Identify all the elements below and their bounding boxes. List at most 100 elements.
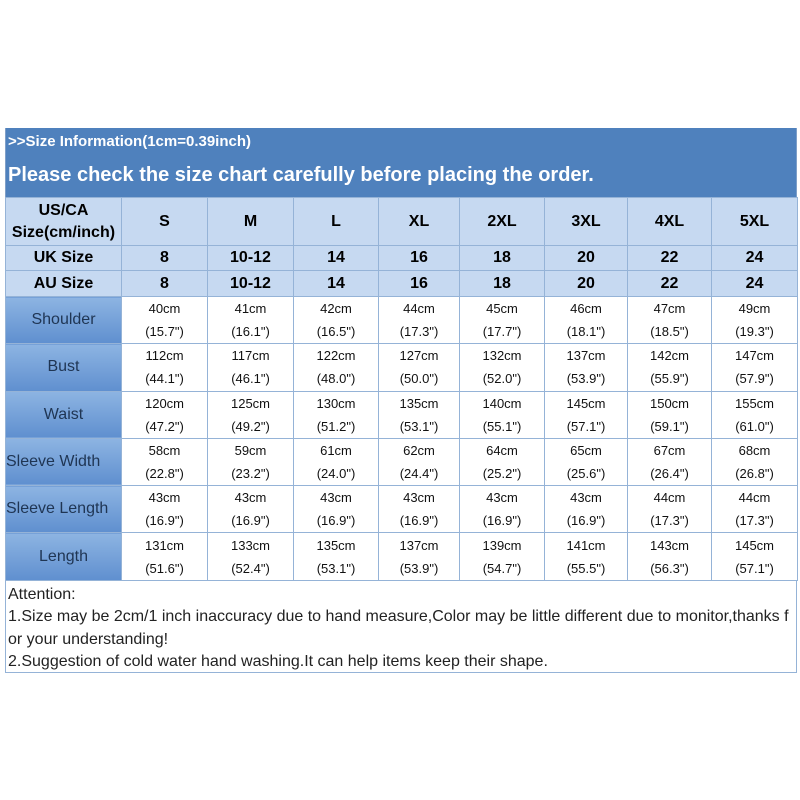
cell-line: 44cm bbox=[738, 490, 771, 506]
cell-line: 140cm bbox=[482, 395, 522, 411]
cell-line: (53.1") bbox=[399, 418, 439, 434]
measure-cell: 49cm (19.3") bbox=[711, 295, 798, 345]
measure-label: Shoulder bbox=[5, 295, 122, 345]
cell-line: 155cm bbox=[734, 395, 775, 411]
measure-cell: 117cm (46.1") bbox=[207, 343, 294, 392]
cell-line: 43cm bbox=[486, 490, 518, 506]
cell-line: (18.5") bbox=[650, 324, 689, 340]
cell-line: (18.1") bbox=[566, 324, 606, 340]
cell-line: 41cm bbox=[234, 301, 267, 317]
cell-line: 58cm bbox=[148, 443, 181, 459]
cell-line: (50.0") bbox=[399, 371, 439, 387]
uk-cell: 10-12 bbox=[207, 245, 294, 271]
size-cell: XL bbox=[378, 197, 460, 246]
size-chart: >>Size Information(1cm=0.39inch) Please … bbox=[5, 128, 798, 673]
cell-line: 42cm bbox=[320, 301, 352, 317]
measure-label: Sleeve Width bbox=[5, 437, 122, 487]
measure-cell: 147cm (57.9") bbox=[711, 343, 798, 392]
measure-cell: 40cm (15.7") bbox=[121, 295, 208, 345]
cell-line: 147cm bbox=[734, 348, 775, 364]
measure-cell: 61cm (24.0") bbox=[293, 437, 379, 487]
cell-line: 141cm bbox=[566, 537, 606, 553]
measure-cell: 135cm (53.1") bbox=[378, 390, 460, 439]
cell-line: 59cm bbox=[234, 443, 267, 459]
cell-line: (19.3") bbox=[735, 324, 774, 340]
cell-line: (24.4") bbox=[399, 466, 439, 482]
measure-cell: 150cm (59.1") bbox=[627, 390, 712, 439]
cell-line: (25.6") bbox=[566, 466, 606, 482]
notes: Attention: 1.Size may be 2cm/1 inch inacc… bbox=[5, 580, 797, 673]
measure-cell: 139cm (54.7") bbox=[459, 532, 545, 581]
cell-line: 68cm bbox=[738, 443, 771, 459]
measure-cell: 43cm (16.9") bbox=[459, 485, 545, 534]
measure-cell: 122cm (48.0") bbox=[293, 343, 379, 392]
cell-line: (16.5") bbox=[316, 324, 356, 340]
cell-line: 46cm bbox=[570, 301, 602, 317]
cell-line: 117cm bbox=[231, 348, 270, 364]
cell-line: (57.1") bbox=[566, 418, 606, 434]
cell-line: (16.9") bbox=[566, 513, 606, 529]
cell-line: 125cm bbox=[230, 395, 271, 411]
cell-line: 65cm bbox=[570, 443, 602, 459]
uk-cell: 8 bbox=[121, 245, 208, 271]
note-line: Attention: bbox=[8, 585, 76, 603]
cell-line: (26.8") bbox=[735, 466, 774, 482]
size-cell: S bbox=[121, 197, 208, 246]
cell-line: (52.0") bbox=[482, 371, 522, 387]
measure-row: Waist 120cm (47.2") 125cm (49.2") 130cm (51.2"… bbox=[5, 390, 798, 439]
measure-cell: 41cm (16.1") bbox=[207, 295, 294, 345]
measure-cell: 137cm (53.9") bbox=[378, 532, 460, 581]
uk-cell: 14 bbox=[293, 245, 379, 271]
cell-line: 44cm bbox=[403, 301, 435, 317]
cell-line: (25.2") bbox=[482, 466, 522, 482]
au-row: AU Size 8 10-12 14 16 18 20 22 24 bbox=[5, 270, 798, 297]
cell-line: (47.2") bbox=[145, 418, 184, 434]
measure-cell: 58cm (22.8") bbox=[121, 437, 208, 487]
uk-label: UK Size bbox=[5, 245, 122, 271]
cell-line: 142cm bbox=[649, 348, 690, 364]
au-cell: 20 bbox=[544, 270, 628, 297]
cell-line: 120cm bbox=[144, 395, 185, 411]
label-line: Size(cm/inch) bbox=[11, 223, 116, 241]
cell-line: 67cm bbox=[653, 443, 686, 459]
cell-line: 64cm bbox=[486, 443, 518, 459]
cell-line: 43cm bbox=[570, 490, 602, 506]
cell-line: 145cm bbox=[734, 537, 775, 553]
uk-cell: 20 bbox=[544, 245, 628, 271]
cell-line: 137cm bbox=[566, 348, 606, 364]
cell-line: 150cm bbox=[649, 395, 690, 411]
au-cell: 16 bbox=[378, 270, 460, 297]
measure-cell: 42cm (16.5") bbox=[293, 295, 379, 345]
measure-label: Length bbox=[5, 532, 122, 581]
measure-cell: 145cm (57.1") bbox=[544, 390, 628, 439]
measure-cell: 64cm (25.2") bbox=[459, 437, 545, 487]
cell-line: (17.3") bbox=[399, 324, 439, 340]
cell-line: (26.4") bbox=[650, 466, 689, 482]
cell-line: 132cm bbox=[482, 348, 522, 364]
uk-cell: 16 bbox=[378, 245, 460, 271]
measure-cell: 67cm (26.4") bbox=[627, 437, 712, 487]
measure-row: Shoulder 40cm (15.7") 41cm (16.1") 42cm (16.5"… bbox=[5, 295, 798, 345]
cell-line: (51.2") bbox=[316, 418, 356, 434]
cell-line: (56.3") bbox=[650, 560, 689, 576]
cell-line: 133cm bbox=[230, 537, 271, 553]
cell-line: (54.7") bbox=[482, 560, 522, 576]
cell-line: 45cm bbox=[486, 301, 518, 317]
cell-line: (57.1") bbox=[735, 560, 774, 576]
uk-row: UK Size 8 10-12 14 16 18 20 22 24 bbox=[5, 245, 798, 271]
measure-cell: 142cm (55.9") bbox=[627, 343, 712, 392]
cell-line: 139cm bbox=[482, 537, 522, 553]
measure-label: Bust bbox=[5, 343, 122, 392]
cell-line: 43cm bbox=[234, 490, 267, 506]
measure-cell: 59cm (23.2") bbox=[207, 437, 294, 487]
measure-cell: 112cm (44.1") bbox=[121, 343, 208, 392]
size-label: US/CA Size(cm/inch) bbox=[5, 197, 122, 246]
cell-line: 137cm bbox=[399, 537, 439, 553]
size-table: US/CA Size(cm/inch) S M L XL 2XL 3XL 4XL 5XL UK Si… bbox=[5, 197, 798, 581]
cell-line: (52.4") bbox=[231, 560, 270, 576]
cell-line: (55.5") bbox=[566, 560, 606, 576]
cell-line: (55.1") bbox=[482, 418, 522, 434]
uk-cell: 22 bbox=[627, 245, 712, 271]
cell-line: (16.1") bbox=[231, 324, 270, 340]
